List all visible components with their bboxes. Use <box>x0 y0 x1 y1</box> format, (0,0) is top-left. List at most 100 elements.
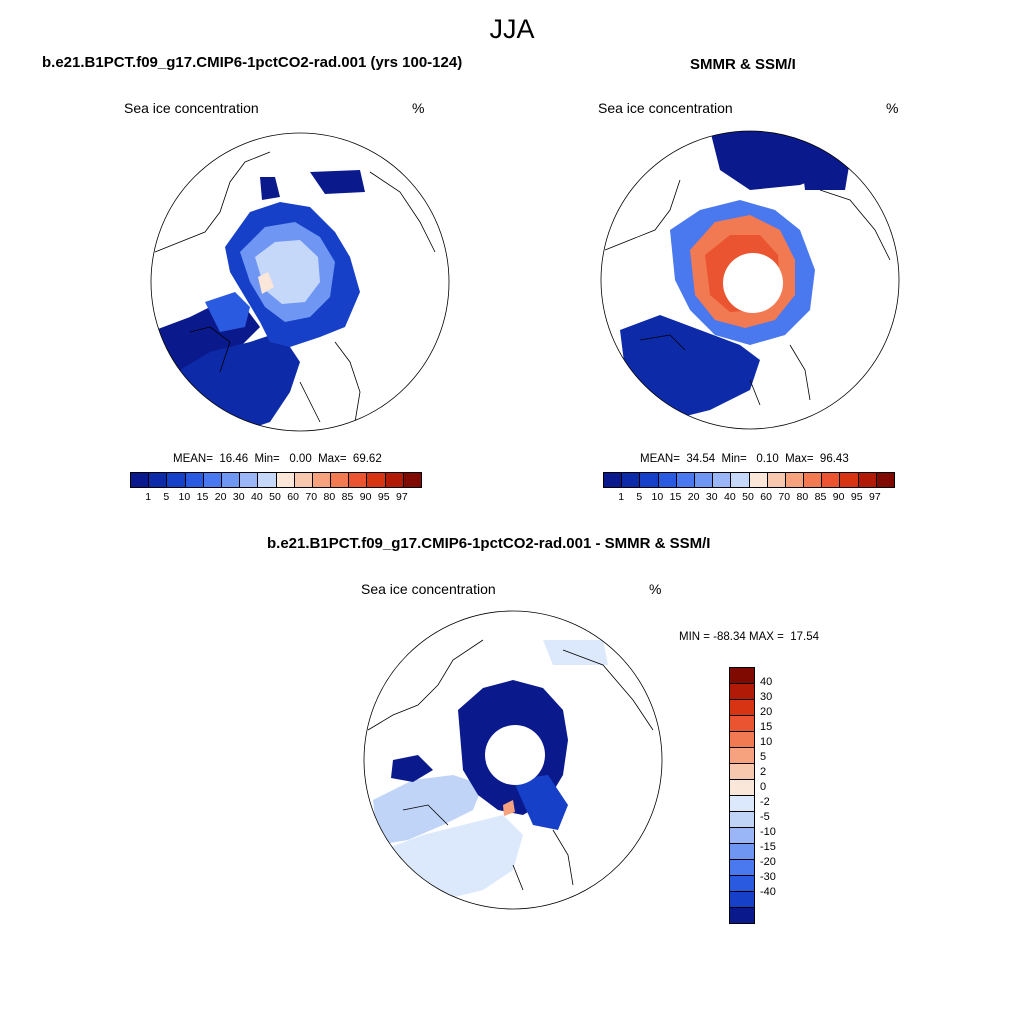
model-colorbar-box <box>293 473 312 487</box>
obs-colorbar-box <box>621 473 640 487</box>
model-coastline <box>154 151 436 423</box>
diff-polar-map <box>363 610 663 910</box>
obs-colorbar-box <box>693 473 713 487</box>
diff-colorbar-tick: 20 <box>760 706 773 718</box>
model-units-label: % <box>412 100 425 116</box>
model-polar-map <box>150 132 450 432</box>
model-colorbar-tick: 95 <box>377 491 390 503</box>
obs-panel-title: SMMR & SSM/I <box>690 56 796 73</box>
obs-colorbar-tick: 95 <box>850 491 863 503</box>
obs-colorbar-box <box>803 473 822 487</box>
model-colorbar-box <box>166 473 185 487</box>
obs-colorbar-box <box>604 473 622 487</box>
model-colorbar-box <box>131 473 149 487</box>
obs-colorbar-tick: 1 <box>618 491 625 503</box>
obs-colorbar-tick: 5 <box>636 491 643 503</box>
diff-colorbar-box <box>730 891 754 907</box>
model-colorbar-box <box>275 473 294 487</box>
diff-colorbar-tick: -2 <box>760 796 770 808</box>
diff-colorbar-box <box>730 859 754 875</box>
obs-colorbar-box <box>839 473 858 487</box>
obs-colorbar-box <box>675 473 694 487</box>
model-ice-beaufort <box>205 292 250 332</box>
obs-colorbar-box <box>857 473 876 487</box>
diff-colorbar-tick: 40 <box>760 676 773 688</box>
model-variable-label: Sea ice concentration <box>124 100 259 116</box>
model-colorbar-tick: 80 <box>323 491 336 503</box>
diff-colorbar-box <box>730 875 754 891</box>
model-colorbar-box <box>384 473 403 487</box>
obs-colorbar-box <box>730 473 749 487</box>
diff-colorbar-box <box>730 668 754 683</box>
model-colorbar-box <box>330 473 349 487</box>
obs-colorbar-box <box>748 473 767 487</box>
obs-colorbar-box <box>766 473 785 487</box>
model-colorbar-tick: 85 <box>341 491 354 503</box>
diff-colorbar-tick: -20 <box>760 856 776 868</box>
obs-units-label: % <box>886 100 899 116</box>
obs-coastline <box>604 179 891 406</box>
diff-colorbar-tick: 30 <box>760 691 773 703</box>
model-colorbar-box <box>311 473 331 487</box>
model-colorbar-tick: 50 <box>269 491 281 503</box>
obs-colorbar-box <box>875 473 894 487</box>
model-colorbar-tick: 10 <box>178 491 191 503</box>
diff-ice-positive <box>503 800 515 816</box>
model-colorbar-tick: 30 <box>232 491 245 503</box>
diff-colorbar-box <box>730 731 754 747</box>
model-colorbar-tick: 70 <box>305 491 318 503</box>
obs-colorbar-box <box>712 473 731 487</box>
model-ice-okhotsk <box>310 170 365 194</box>
obs-colorbar-tick: 50 <box>742 491 754 503</box>
model-colorbar-box <box>202 473 221 487</box>
diff-coastline <box>367 639 654 891</box>
model-stats: MEAN= 16.46 Min= 0.00 Max= 69.62 <box>173 453 382 465</box>
obs-colorbar <box>603 472 895 488</box>
diff-pole-hole <box>485 725 545 785</box>
obs-stats: MEAN= 34.54 Min= 0.10 Max= 96.43 <box>640 453 849 465</box>
model-colorbar-tick: 90 <box>359 491 372 503</box>
diff-colorbar-tick: -10 <box>760 826 776 838</box>
diff-colorbar-box <box>730 747 754 763</box>
diff-ice-atlantic <box>373 775 483 845</box>
obs-polar-map <box>600 130 900 430</box>
diff-colorbar-tick: 0 <box>760 781 767 793</box>
model-colorbar-tick: 60 <box>287 491 299 503</box>
diff-colorbar-box <box>730 811 754 827</box>
obs-colorbar-box <box>784 473 804 487</box>
diff-colorbar-tick: -15 <box>760 841 776 853</box>
diff-colorbar-tick: 15 <box>760 721 773 733</box>
obs-colorbar-tick: 10 <box>651 491 664 503</box>
diff-colorbar-box <box>730 715 754 731</box>
model-colorbar-box <box>348 473 367 487</box>
diff-variable-label: Sea ice concentration <box>361 581 496 597</box>
obs-colorbar-tick: 70 <box>778 491 791 503</box>
model-colorbar-tick: 20 <box>214 491 227 503</box>
obs-colorbar-tick: 30 <box>705 491 718 503</box>
diff-colorbar-box <box>730 795 754 811</box>
obs-colorbar-tick: 85 <box>814 491 827 503</box>
obs-ice-okhotsk <box>800 150 850 190</box>
obs-colorbar-tick: 80 <box>796 491 809 503</box>
obs-variable-label: Sea ice concentration <box>598 100 733 116</box>
model-colorbar-box <box>366 473 385 487</box>
model-colorbar-box <box>239 473 258 487</box>
diff-stats: MIN = -88.34 MAX = 17.54 <box>679 631 819 643</box>
model-colorbar-tick: 1 <box>145 491 152 503</box>
model-colorbar <box>130 472 422 488</box>
diff-colorbar-tick: 5 <box>760 751 767 763</box>
obs-colorbar-tick: 97 <box>869 491 881 503</box>
model-colorbar-box <box>220 473 240 487</box>
obs-colorbar-box <box>657 473 676 487</box>
model-colorbar-box <box>148 473 167 487</box>
diff-colorbar-box <box>730 763 754 779</box>
diff-colorbar-box <box>730 779 754 795</box>
diff-colorbar-tick: 10 <box>760 736 773 748</box>
obs-colorbar-tick: 15 <box>669 491 682 503</box>
diff-colorbar-tick: 2 <box>760 766 767 778</box>
model-colorbar-tick: 15 <box>196 491 209 503</box>
model-panel-title: b.e21.B1PCT.f09_g17.CMIP6-1pctCO2-rad.00… <box>42 54 463 71</box>
diff-ice-greenland-sea <box>391 755 433 782</box>
obs-colorbar-tick: 40 <box>724 491 736 503</box>
model-ice-bering <box>260 177 280 200</box>
